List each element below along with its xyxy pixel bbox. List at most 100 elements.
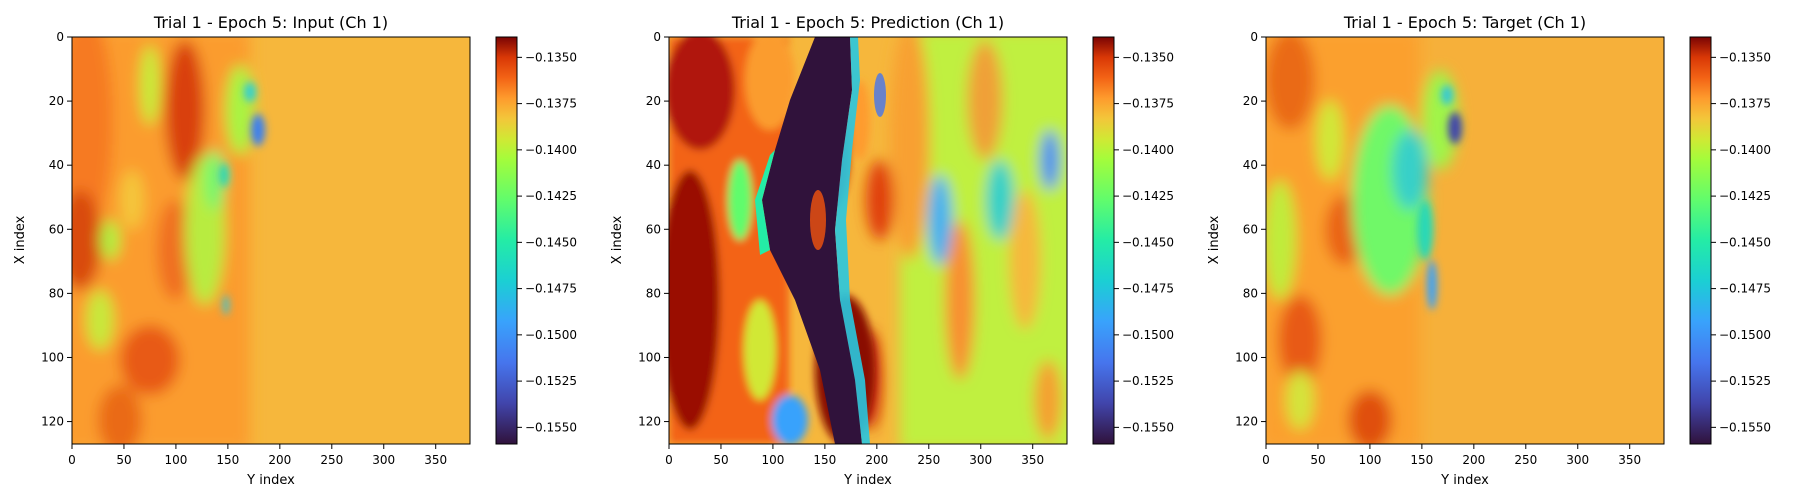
x-tick-label: 200 bbox=[268, 453, 291, 467]
heatmap-image bbox=[1266, 37, 1664, 444]
x-tick-label: 350 bbox=[424, 453, 447, 467]
colorbar-tick-label: −0.1475 bbox=[1122, 282, 1174, 296]
y-tick-label: 120 bbox=[41, 415, 64, 429]
heatmap-image bbox=[72, 37, 470, 444]
colorbar-ticks: −0.1350 −0.1375 −0.1400 −0.1425 −0.1450 −0.14… bbox=[517, 50, 577, 434]
colorbar-tick-label: −0.1525 bbox=[1122, 374, 1174, 388]
panel-input: Trial 1 - Epoch 5: Input (Ch 1) bbox=[13, 13, 577, 488]
y-ticks: 0 20 40 60 80 100 120 bbox=[41, 30, 72, 429]
y-tick-label: 0 bbox=[653, 30, 661, 44]
colorbar-tick-label: −0.1425 bbox=[1719, 189, 1771, 203]
y-tick-label: 100 bbox=[1235, 350, 1258, 364]
colorbar-tick-label: −0.1425 bbox=[1122, 189, 1174, 203]
y-ticks: 0 20 40 60 80 100 120 bbox=[638, 30, 669, 429]
chart-title: Trial 1 - Epoch 5: Input (Ch 1) bbox=[153, 13, 388, 32]
colorbar bbox=[1092, 36, 1115, 445]
x-tick-label: 150 bbox=[1410, 453, 1433, 467]
chart-title: Trial 1 - Epoch 5: Target (Ch 1) bbox=[1343, 13, 1586, 32]
y-tick-label: 40 bbox=[1243, 158, 1258, 172]
y-tick-label: 80 bbox=[1243, 286, 1258, 300]
colorbar bbox=[1689, 36, 1712, 445]
colorbar-tick-label: −0.1350 bbox=[1122, 50, 1174, 64]
y-tick-label: 80 bbox=[49, 286, 64, 300]
x-tick-label: 0 bbox=[1262, 453, 1270, 467]
x-tick-label: 200 bbox=[865, 453, 888, 467]
y-tick-label: 60 bbox=[646, 222, 661, 236]
x-tick-label: 100 bbox=[1358, 453, 1381, 467]
y-tick-label: 40 bbox=[646, 158, 661, 172]
colorbar-tick-label: −0.1450 bbox=[1719, 235, 1771, 249]
y-tick-label: 120 bbox=[1235, 415, 1258, 429]
y-tick-label: 20 bbox=[1243, 94, 1258, 108]
colorbar-tick-label: −0.1550 bbox=[525, 420, 577, 434]
x-tick-label: 300 bbox=[1566, 453, 1589, 467]
colorbar-tick-label: −0.1400 bbox=[525, 143, 577, 157]
x-axis-label: Y index bbox=[246, 473, 295, 488]
colorbar-tick-label: −0.1450 bbox=[525, 235, 577, 249]
panel-prediction: Trial 1 - Epoch 5: Prediction (Ch 1) bbox=[610, 13, 1174, 488]
x-axis-label: Y index bbox=[1440, 473, 1489, 488]
colorbar bbox=[495, 36, 518, 445]
colorbar-tick-label: −0.1425 bbox=[525, 189, 577, 203]
y-tick-label: 120 bbox=[638, 415, 661, 429]
x-ticks: 0 50 100 150 200 250 300 350 bbox=[68, 444, 447, 467]
colorbar-tick-label: −0.1375 bbox=[525, 97, 577, 111]
axes-frame bbox=[1265, 36, 1665, 445]
x-tick-label: 150 bbox=[216, 453, 239, 467]
x-tick-label: 200 bbox=[1462, 453, 1485, 467]
x-tick-label: 300 bbox=[969, 453, 992, 467]
y-ticks: 0 20 40 60 80 100 120 bbox=[1235, 30, 1266, 429]
y-tick-label: 0 bbox=[1250, 30, 1258, 44]
axes-frame bbox=[71, 36, 471, 445]
panel-target: Trial 1 - Epoch 5: Target (Ch 1) bbox=[1207, 13, 1771, 488]
colorbar-ticks: −0.1350 −0.1375 −0.1400 −0.1425 −0.1450 −0.14… bbox=[1114, 50, 1174, 434]
heatmap-image bbox=[669, 37, 1067, 444]
x-tick-label: 350 bbox=[1618, 453, 1641, 467]
y-tick-label: 60 bbox=[49, 222, 64, 236]
colorbar-tick-label: −0.1375 bbox=[1719, 97, 1771, 111]
y-axis-label: X index bbox=[1207, 215, 1222, 264]
x-tick-label: 350 bbox=[1021, 453, 1044, 467]
colorbar-tick-label: −0.1475 bbox=[525, 282, 577, 296]
colorbar-tick-label: −0.1350 bbox=[1719, 50, 1771, 64]
y-tick-label: 100 bbox=[41, 350, 64, 364]
chart-title: Trial 1 - Epoch 5: Prediction (Ch 1) bbox=[731, 13, 1004, 32]
x-axis-label: Y index bbox=[843, 473, 892, 488]
x-tick-label: 250 bbox=[1514, 453, 1537, 467]
x-tick-label: 250 bbox=[320, 453, 343, 467]
colorbar-tick-label: −0.1400 bbox=[1122, 143, 1174, 157]
x-ticks: 0 50 100 150 200 250 300 350 bbox=[665, 444, 1044, 467]
colorbar-tick-label: −0.1450 bbox=[1122, 235, 1174, 249]
y-tick-label: 60 bbox=[1243, 222, 1258, 236]
x-tick-label: 50 bbox=[713, 453, 728, 467]
x-tick-label: 250 bbox=[917, 453, 940, 467]
y-tick-label: 0 bbox=[56, 30, 64, 44]
y-tick-label: 20 bbox=[49, 94, 64, 108]
x-tick-label: 50 bbox=[116, 453, 131, 467]
colorbar-tick-label: −0.1400 bbox=[1719, 143, 1771, 157]
colorbar-ticks: −0.1350 −0.1375 −0.1400 −0.1425 −0.1450 −0.14… bbox=[1711, 50, 1771, 434]
y-tick-label: 100 bbox=[638, 350, 661, 364]
y-axis-label: X index bbox=[610, 215, 625, 264]
x-tick-label: 300 bbox=[372, 453, 395, 467]
x-tick-label: 100 bbox=[164, 453, 187, 467]
axes-frame bbox=[668, 36, 1068, 445]
x-tick-label: 50 bbox=[1310, 453, 1325, 467]
colorbar-tick-label: −0.1475 bbox=[1719, 282, 1771, 296]
x-ticks: 0 50 100 150 200 250 300 350 bbox=[1262, 444, 1641, 467]
y-tick-label: 80 bbox=[646, 286, 661, 300]
x-tick-label: 0 bbox=[68, 453, 76, 467]
x-tick-label: 0 bbox=[665, 453, 673, 467]
x-tick-label: 150 bbox=[813, 453, 836, 467]
y-tick-label: 20 bbox=[646, 94, 661, 108]
colorbar-tick-label: −0.1500 bbox=[1122, 328, 1174, 342]
colorbar-tick-label: −0.1500 bbox=[1719, 328, 1771, 342]
y-tick-label: 40 bbox=[49, 158, 64, 172]
colorbar-tick-label: −0.1525 bbox=[525, 374, 577, 388]
colorbar-tick-label: −0.1550 bbox=[1122, 420, 1174, 434]
colorbar-tick-label: −0.1375 bbox=[1122, 97, 1174, 111]
y-axis-label: X index bbox=[13, 215, 28, 264]
colorbar-tick-label: −0.1350 bbox=[525, 50, 577, 64]
colorbar-tick-label: −0.1550 bbox=[1719, 420, 1771, 434]
